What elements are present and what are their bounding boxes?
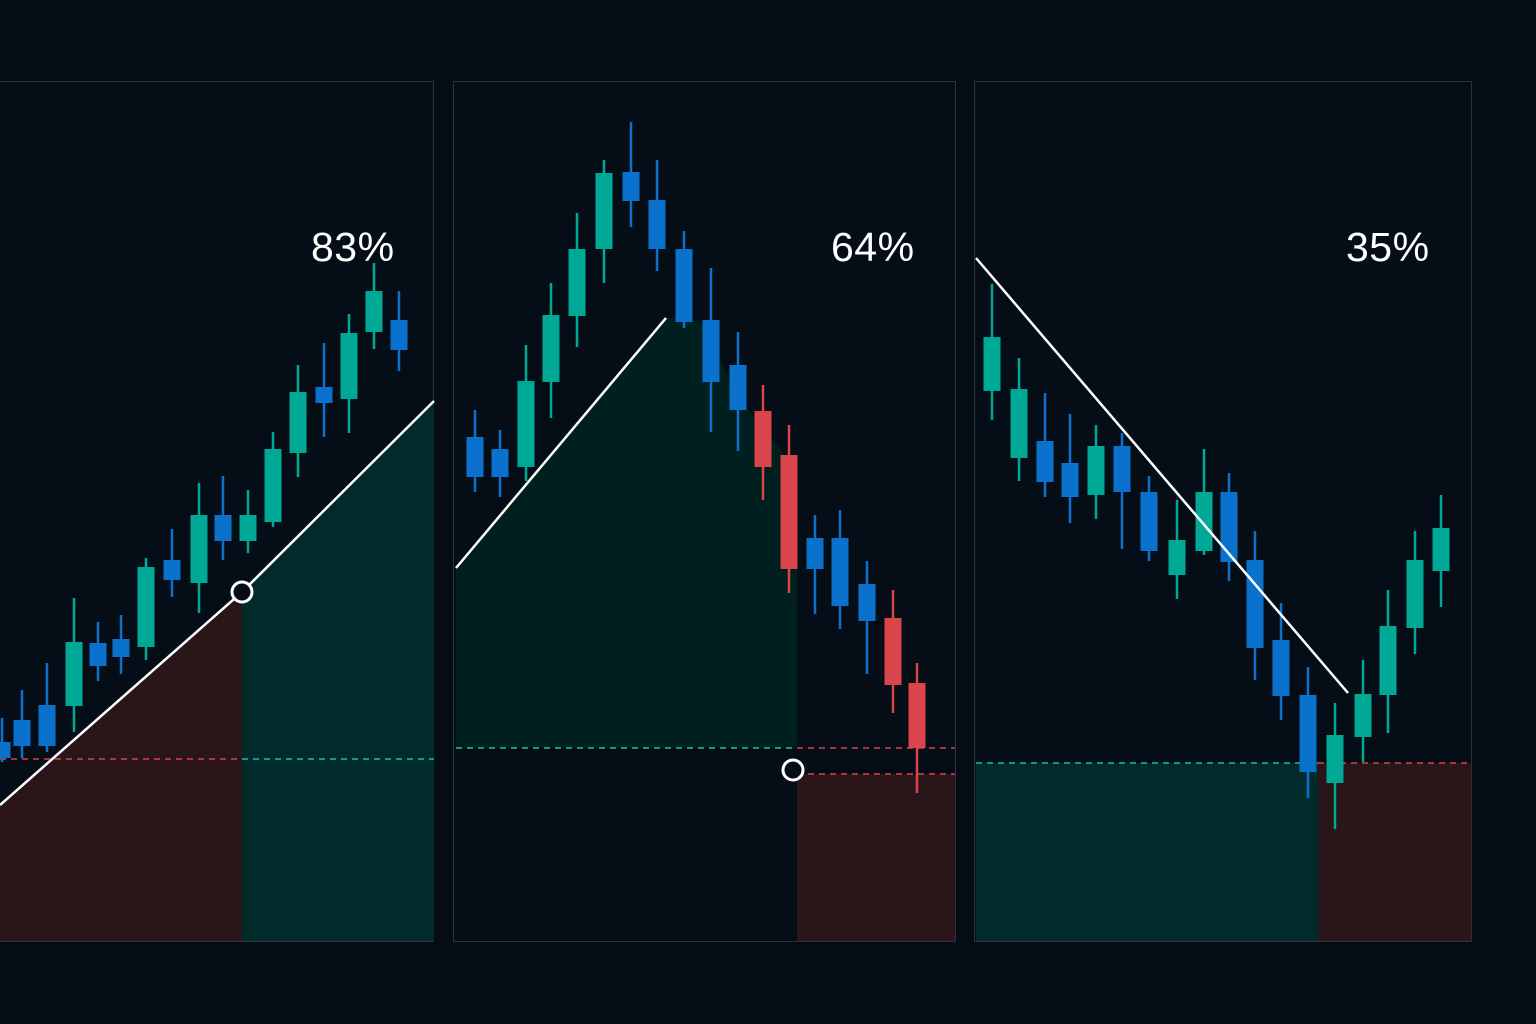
panel-1: 83% Reward Risk bbox=[0, 81, 434, 942]
probability-label: 64% bbox=[831, 224, 915, 270]
reward-zone-label: Reward bbox=[61, 856, 182, 895]
risk-zone-label: Risk bbox=[838, 854, 907, 893]
risk-zone-label: Risk bbox=[1113, 854, 1182, 893]
exit-zone-label: Exit bbox=[1358, 854, 1417, 893]
panel-2: 64% Risk bbox=[453, 81, 956, 942]
probability-label: 35% bbox=[1346, 224, 1430, 270]
probability-label: 83% bbox=[311, 224, 395, 270]
panel-3: 35% Risk Exit bbox=[974, 81, 1472, 942]
risk-zone-label: Risk bbox=[304, 788, 373, 827]
